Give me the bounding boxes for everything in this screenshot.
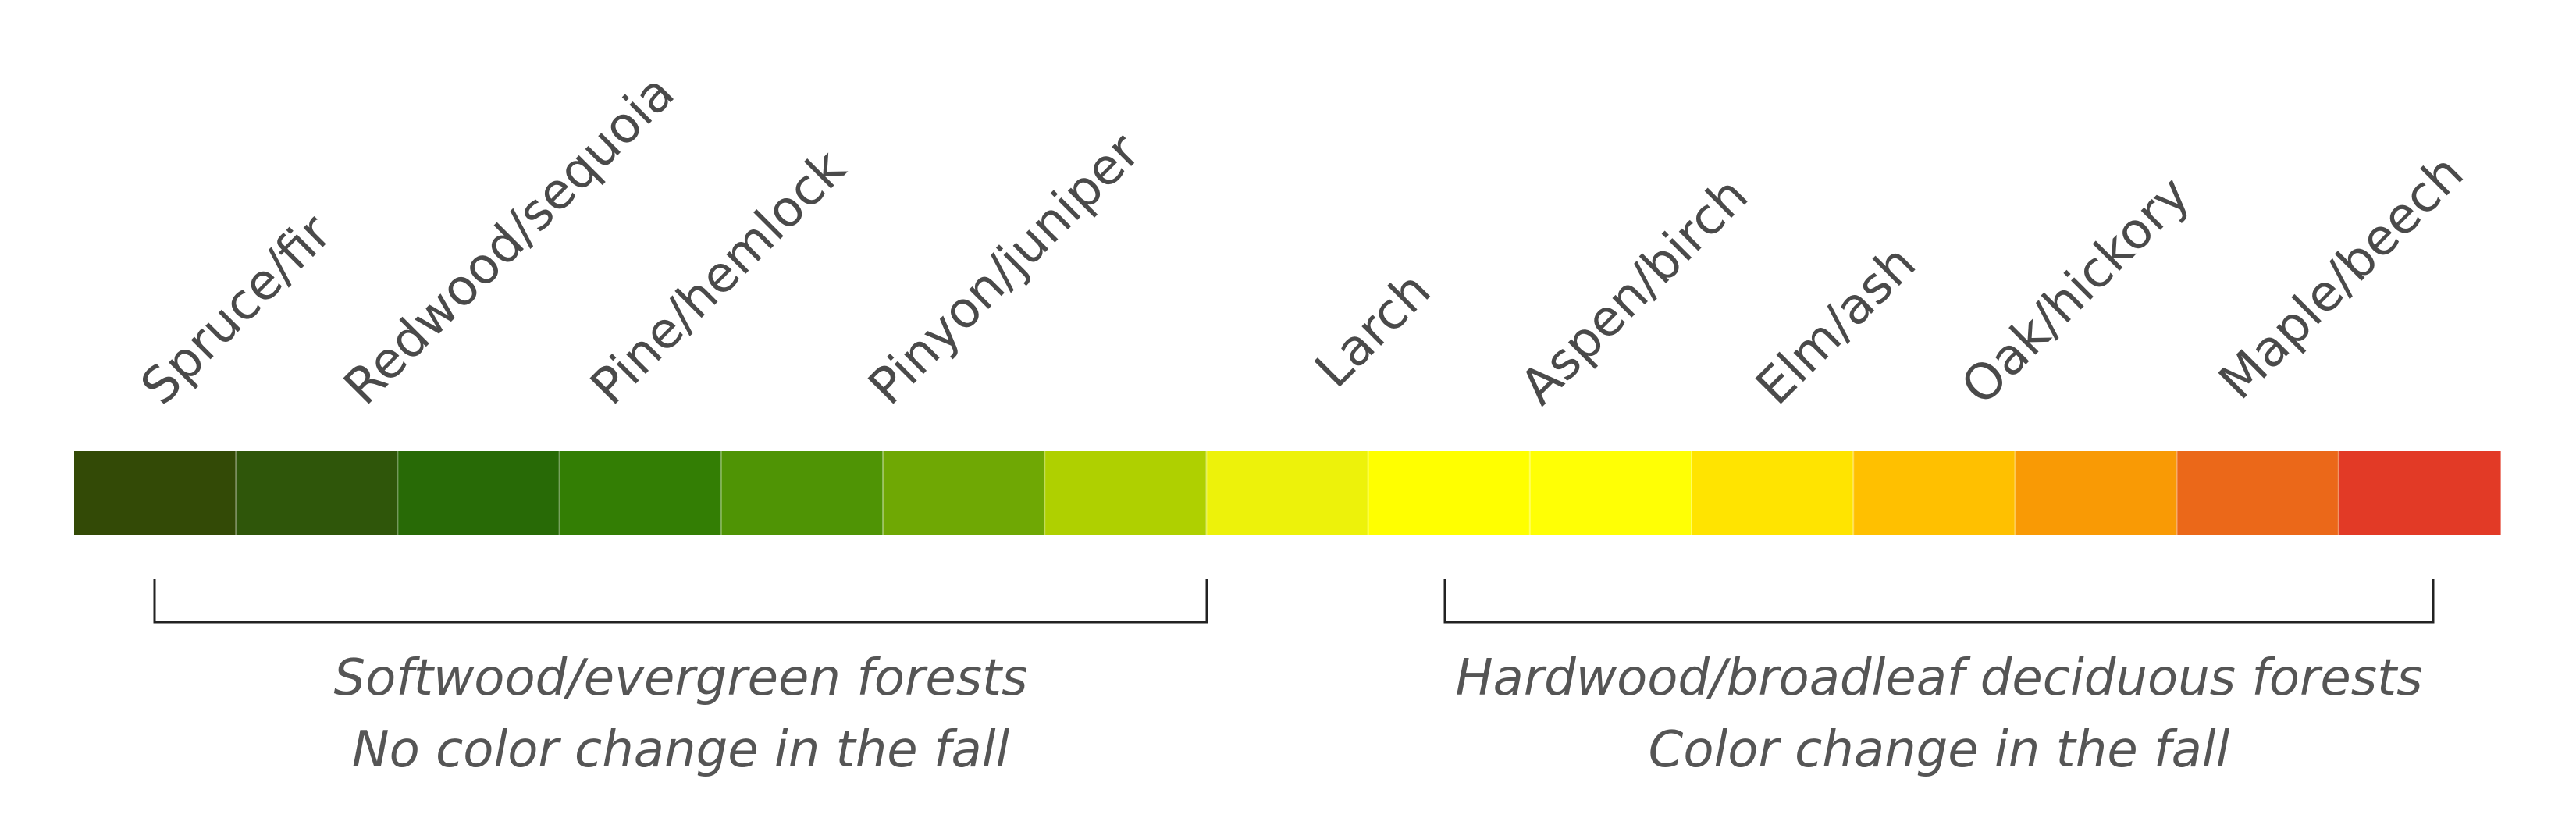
color-swatch-12 (1853, 451, 2016, 535)
color-swatch-9 (1368, 451, 1531, 535)
label-aspen-birch: Aspen/birch (1510, 166, 1759, 416)
color-swatch-2 (236, 451, 398, 535)
color-swatch-8 (1206, 451, 1369, 535)
forest-type-labels: Spruce/fir Redwood/sequoia Pine/hemlock … (130, 64, 2475, 416)
color-swatch-13 (2015, 451, 2178, 535)
color-swatch-10 (1529, 451, 1692, 535)
label-pinyon-juniper: Pinyon/juniper (858, 123, 1151, 416)
color-swatch-11 (1692, 451, 1854, 535)
label-spruce-fir: Spruce/fir (130, 204, 343, 417)
label-larch: Larch (1304, 261, 1442, 399)
color-swatch-15 (2338, 451, 2501, 535)
color-swatch-6 (883, 451, 1045, 535)
label-pine-hemlock: Pine/hemlock (580, 139, 857, 416)
color-swatch-7 (1044, 451, 1207, 535)
color-scale-bar (74, 451, 2501, 535)
color-swatch-3 (397, 451, 560, 535)
color-swatch-14 (2176, 451, 2339, 535)
label-maple-beech: Maple/beech (2208, 144, 2475, 411)
softwood-caption-line1: Softwood/evergreen forests (334, 649, 1028, 707)
hardwood-caption-line1: Hardwood/broadleaf deciduous forests (1455, 649, 2422, 707)
softwood-bracket (153, 579, 1208, 624)
color-swatch-5 (720, 451, 884, 535)
hardwood-caption-line2: Color change in the fall (1649, 721, 2230, 779)
hardwood-bracket (1443, 579, 2435, 624)
label-oak-hickory: Oak/hickory (1951, 165, 2201, 416)
softwood-caption-line2: No color change in the fall (352, 721, 1010, 779)
label-elm-ash: Elm/ash (1745, 234, 1927, 416)
color-swatch-1 (74, 451, 237, 535)
color-swatch-4 (559, 451, 722, 535)
